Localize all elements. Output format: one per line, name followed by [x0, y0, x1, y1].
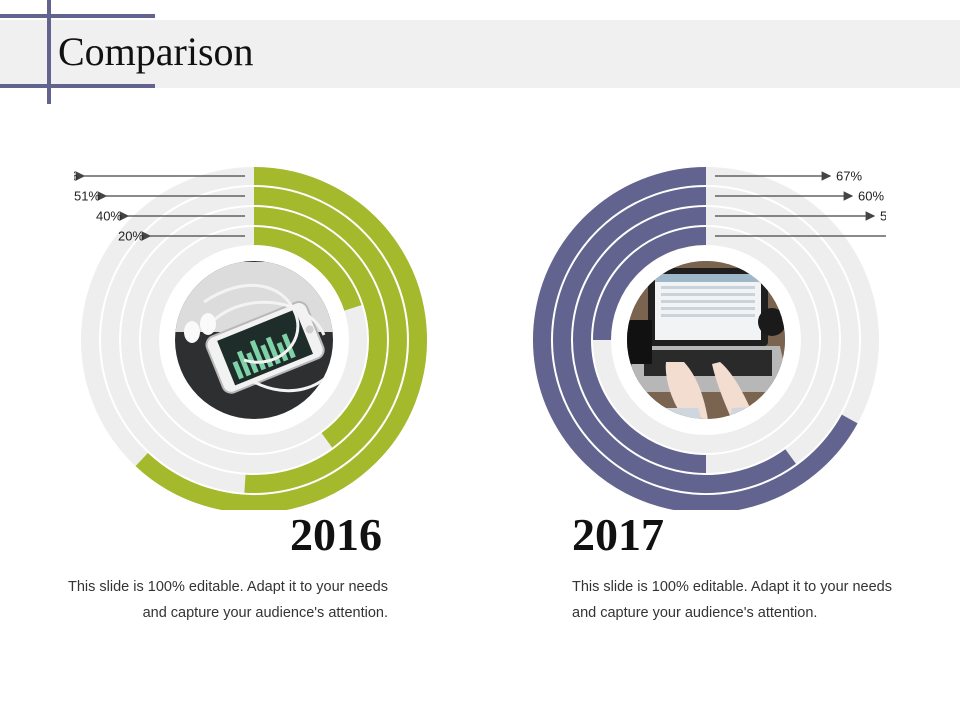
description-2017-line-1: This slide is 100% editable. Adapt it to…: [572, 579, 892, 595]
value-label-2016-40: 40%: [96, 209, 122, 224]
bar-2017-60: [553, 187, 796, 493]
bar-2017-50: [573, 207, 707, 473]
title-bar: [0, 20, 960, 88]
title-decoration-vertical: [47, 0, 51, 104]
year-label-2016: 2016: [290, 509, 382, 560]
laptop-typing-photo: [627, 261, 785, 419]
description-2017: This slide is 100% editable. Adapt it to…: [572, 574, 902, 626]
year-label-2017: 2017: [572, 509, 664, 560]
description-2016-line-1: This slide is 100% editable. Adapt it to…: [68, 579, 388, 595]
value-label-2016-51: 51%: [74, 189, 100, 204]
title-decoration-top: [0, 14, 155, 18]
value-label-2017-67: 67%: [836, 169, 862, 184]
bar-2016-51: [244, 187, 407, 493]
bar-2016-62: [135, 167, 427, 510]
bar-2016-20: [253, 227, 362, 311]
bar-2017-25: [593, 227, 707, 341]
description-2016-line-2: and capture your audience's attention.: [142, 605, 388, 621]
chart-2016: 62% 51% 40% 20%: [74, 166, 428, 510]
bar-2017-67: [533, 167, 858, 510]
bar-2016-40: [253, 207, 387, 448]
description-2016: This slide is 100% editable. Adapt it to…: [58, 574, 388, 626]
value-label-2017-60: 60%: [858, 189, 884, 204]
description-2017-line-2: and capture your audience's attention.: [572, 605, 818, 621]
value-label-2016-62: 62%: [74, 169, 78, 184]
value-label-2016-20: 20%: [118, 229, 144, 244]
title-decoration-bottom: [0, 84, 155, 88]
value-label-2017-50: 50%: [880, 209, 886, 224]
page-title: Comparison: [58, 29, 254, 74]
chart-2017: 67%60%50%25%: [532, 166, 886, 510]
